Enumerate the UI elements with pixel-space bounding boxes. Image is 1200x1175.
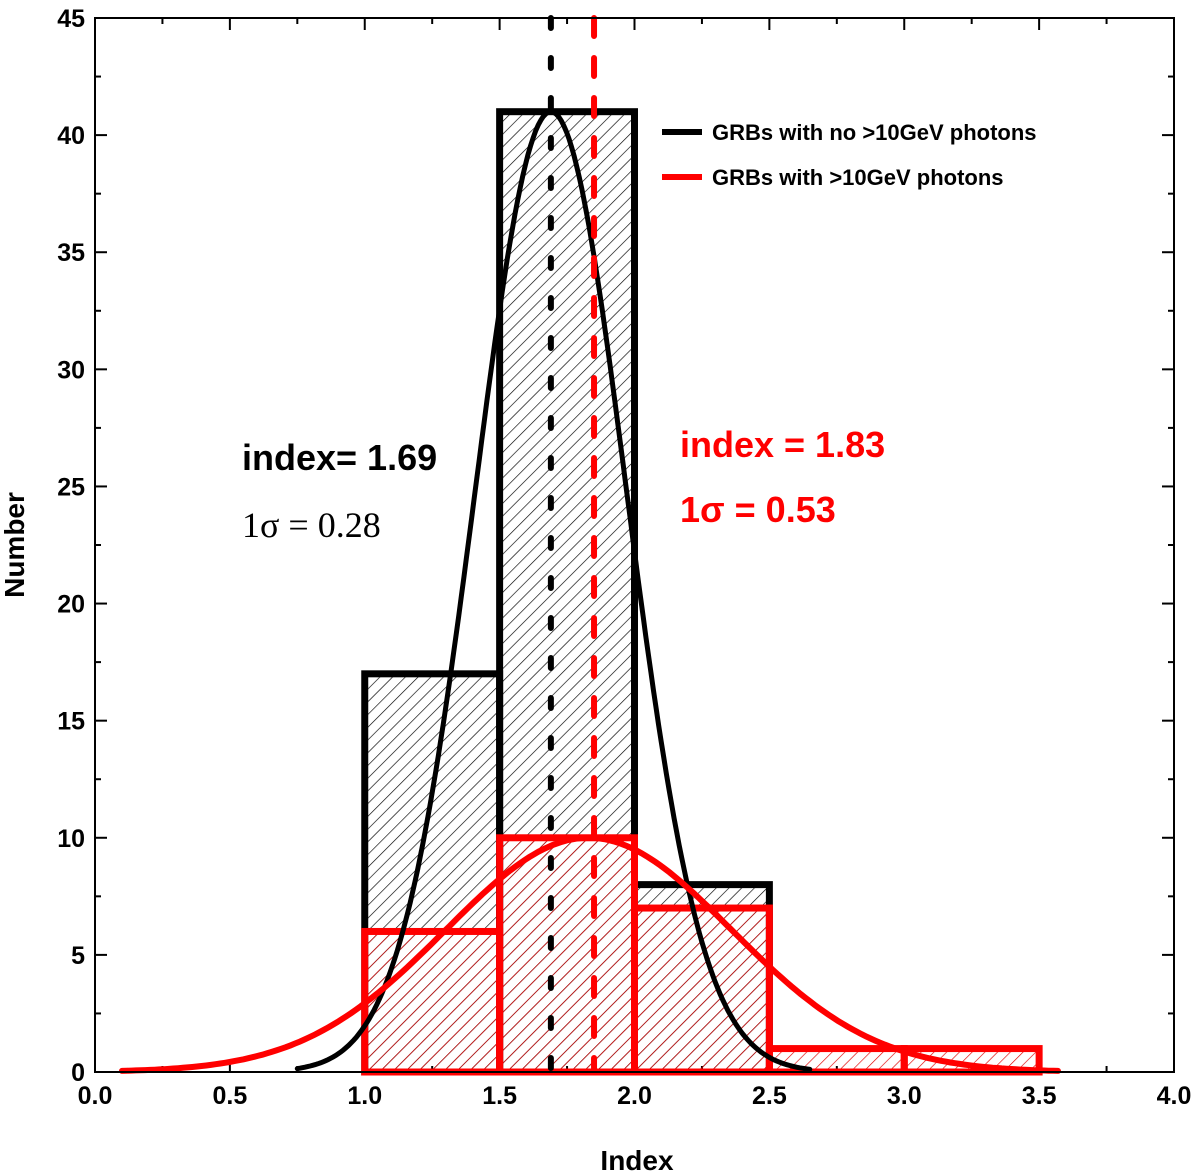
tick-labels: 0.0 0.5 1.0 1.5 2.0 2.5 3.0 3.5 4.0 0 5 10 15 20 25 30 3… — [57, 5, 1191, 1110]
legend-label-red: GRBs with >10GeV photons — [712, 165, 1004, 190]
y-tick-label: 35 — [57, 239, 85, 267]
histogram-bar — [631, 904, 773, 1076]
histogram-bar — [496, 834, 638, 1076]
y-tick-label: 15 — [57, 708, 85, 736]
x-tick-label: 2.0 — [617, 1082, 652, 1110]
x-tick-label: 0.0 — [78, 1082, 113, 1110]
legend-label-black: GRBs with no >10GeV photons — [712, 120, 1037, 145]
x-tick-label: 0.5 — [212, 1082, 247, 1110]
y-tick-label: 20 — [57, 591, 85, 619]
histogram-bar — [765, 1045, 908, 1076]
black-index-annotation: index= 1.69 — [242, 437, 437, 478]
y-tick-label: 0 — [71, 1059, 85, 1087]
y-tick-label: 5 — [71, 942, 85, 970]
mean-lines — [547, 15, 598, 1075]
x-tick-label: 3.0 — [887, 1082, 922, 1110]
x-axis-title: Index — [600, 1145, 674, 1175]
x-tick-label: 1.0 — [347, 1082, 382, 1110]
legend: GRBs with no >10GeV photons GRBs with >1… — [662, 120, 1037, 190]
red-sigma-annotation: 1σ = 0.53 — [680, 489, 836, 530]
x-tick-label: 2.5 — [752, 1082, 787, 1110]
y-tick-label: 30 — [57, 356, 85, 384]
x-tick-label: 3.5 — [1022, 1082, 1057, 1110]
gaussian-fits — [119, 109, 1061, 1074]
y-tick-label: 40 — [57, 122, 85, 150]
red-index-annotation: index = 1.83 — [680, 424, 885, 465]
y-axis-title: Number — [0, 492, 30, 598]
y-tick-label: 10 — [57, 825, 85, 853]
y-tick-label: 25 — [57, 473, 85, 501]
x-tick-label: 1.5 — [482, 1082, 517, 1110]
plot-frame — [94, 17, 1175, 1073]
x-tick-label: 4.0 — [1157, 1082, 1192, 1110]
gaussian-fit-red — [119, 834, 1061, 1074]
y-tick-label: 45 — [57, 5, 85, 33]
histogram-bar — [361, 927, 504, 1076]
black-sigma-annotation: 1σ = 0.28 — [242, 505, 381, 545]
